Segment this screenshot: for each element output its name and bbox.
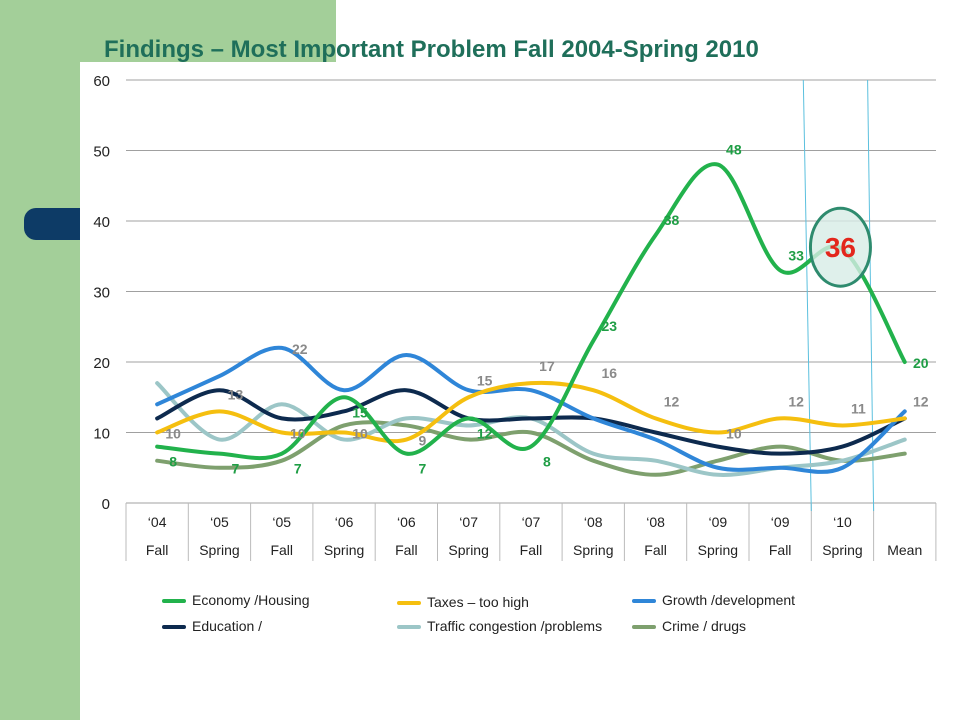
- x-tick-label-year: ‘09: [709, 514, 728, 530]
- x-tick-label-season: Spring: [822, 542, 862, 558]
- legend-swatch: [632, 625, 656, 630]
- y-tick-label: 20: [93, 355, 110, 372]
- legend-swatch: [162, 599, 186, 604]
- data-label: 33: [788, 247, 804, 263]
- y-tick-label: 0: [102, 496, 110, 513]
- data-label: 11: [851, 400, 866, 416]
- annotation-value: 36: [825, 232, 856, 263]
- decorative-curve: [80, 62, 200, 182]
- x-tick-label-year: ‘07: [459, 514, 478, 530]
- series-line: [155, 388, 907, 456]
- data-label: 16: [601, 365, 617, 381]
- x-tick-label-year: ‘06: [397, 514, 416, 530]
- annotation-ring: [808, 206, 872, 288]
- x-tick-label-season: Fall: [146, 542, 169, 558]
- y-tick-label: 30: [93, 285, 110, 302]
- marker-line: [867, 79, 875, 512]
- decorative-tab: [24, 208, 68, 240]
- data-label: 10: [726, 426, 742, 442]
- legend-item: Economy /Housing: [162, 592, 310, 608]
- data-label: 17: [539, 358, 555, 374]
- legend-swatch: [632, 599, 656, 604]
- decorative-top-band: [80, 0, 336, 62]
- data-label: 12: [913, 393, 929, 409]
- legend-label: Education /: [192, 618, 263, 634]
- data-label: 9: [418, 433, 426, 449]
- legend-label: Growth /development: [662, 592, 796, 608]
- y-tick-label: 40: [93, 214, 110, 231]
- x-tick-label-year: ‘05: [210, 514, 229, 530]
- data-label: 7: [294, 461, 302, 477]
- x-tick-label-season: Fall: [520, 542, 543, 558]
- data-label: 48: [726, 142, 742, 158]
- y-tick-label: 50: [93, 144, 110, 161]
- data-label: 10: [290, 426, 306, 442]
- y-tick-label: 60: [93, 73, 110, 90]
- y-tick-label: 10: [93, 426, 110, 443]
- x-tick-label-season: Fall: [644, 542, 667, 558]
- x-tick-label-season: Mean: [887, 542, 922, 558]
- x-tick-label-season: Spring: [324, 542, 364, 558]
- data-label: 38: [664, 212, 680, 228]
- legend-swatch: [162, 625, 186, 630]
- data-label: 7: [232, 461, 240, 477]
- x-tick-label-season: Spring: [199, 542, 239, 558]
- legend-label: Economy /Housing: [192, 592, 310, 608]
- x-tick-label-year: ‘08: [646, 514, 665, 530]
- x-tick-label-season: Fall: [769, 542, 792, 558]
- x-tick-label-year: ‘09: [771, 514, 790, 530]
- data-label: 10: [165, 426, 181, 442]
- x-tick-label-season: Spring: [573, 542, 613, 558]
- data-label: 13: [228, 386, 244, 402]
- data-label: 20: [913, 355, 929, 371]
- legend-label: Crime / drugs: [662, 618, 747, 634]
- x-tick-label-season: Spring: [448, 542, 488, 558]
- data-label: 12: [788, 393, 804, 409]
- x-tick-label-season: Fall: [270, 542, 293, 558]
- data-label: 12: [477, 425, 493, 441]
- data-label: 8: [169, 454, 177, 470]
- legend-item: Crime / drugs: [632, 618, 746, 634]
- decorative-side-band: [0, 0, 80, 720]
- x-tick-label-year: ‘04: [148, 514, 167, 530]
- data-label: 7: [418, 461, 426, 477]
- legend-label: Taxes – too high: [427, 594, 529, 610]
- decorative-tab-extension: [64, 208, 80, 240]
- legend-swatch: [397, 625, 421, 630]
- data-label: 15: [477, 372, 493, 388]
- x-tick-label-season: Fall: [395, 542, 418, 558]
- data-label: 8: [543, 454, 551, 470]
- series-line: [155, 162, 907, 461]
- chart-legend: Economy /Housing Taxes – too high Growth /…: [0, 592, 960, 652]
- data-label: 15: [352, 404, 368, 420]
- series-line: [155, 345, 907, 474]
- data-label: 10: [352, 426, 368, 442]
- legend-swatch: [397, 601, 421, 606]
- legend-item: Taxes – too high: [397, 594, 529, 610]
- series-line: [155, 420, 907, 477]
- data-label: 23: [601, 318, 617, 334]
- legend-label: Traffic congestion /problems: [427, 618, 603, 634]
- x-tick-label-year: ‘07: [522, 514, 541, 530]
- legend-item: Education /: [162, 618, 262, 634]
- x-tick-label-year: ‘06: [335, 514, 354, 530]
- marker-line: [802, 79, 812, 512]
- data-label: 12: [664, 393, 680, 409]
- data-label: 22: [292, 341, 308, 357]
- x-tick-label-year: ‘05: [272, 514, 291, 530]
- x-tick-label-year: ‘08: [584, 514, 603, 530]
- page-title: Findings – Most Important Problem Fall 2…: [104, 36, 759, 63]
- series-line: [155, 380, 907, 444]
- x-tick-label-year: ‘10: [833, 514, 852, 530]
- legend-item: Growth /development: [632, 592, 795, 608]
- legend-item: Traffic congestion /problems: [397, 618, 602, 634]
- x-tick-label-season: Spring: [698, 542, 738, 558]
